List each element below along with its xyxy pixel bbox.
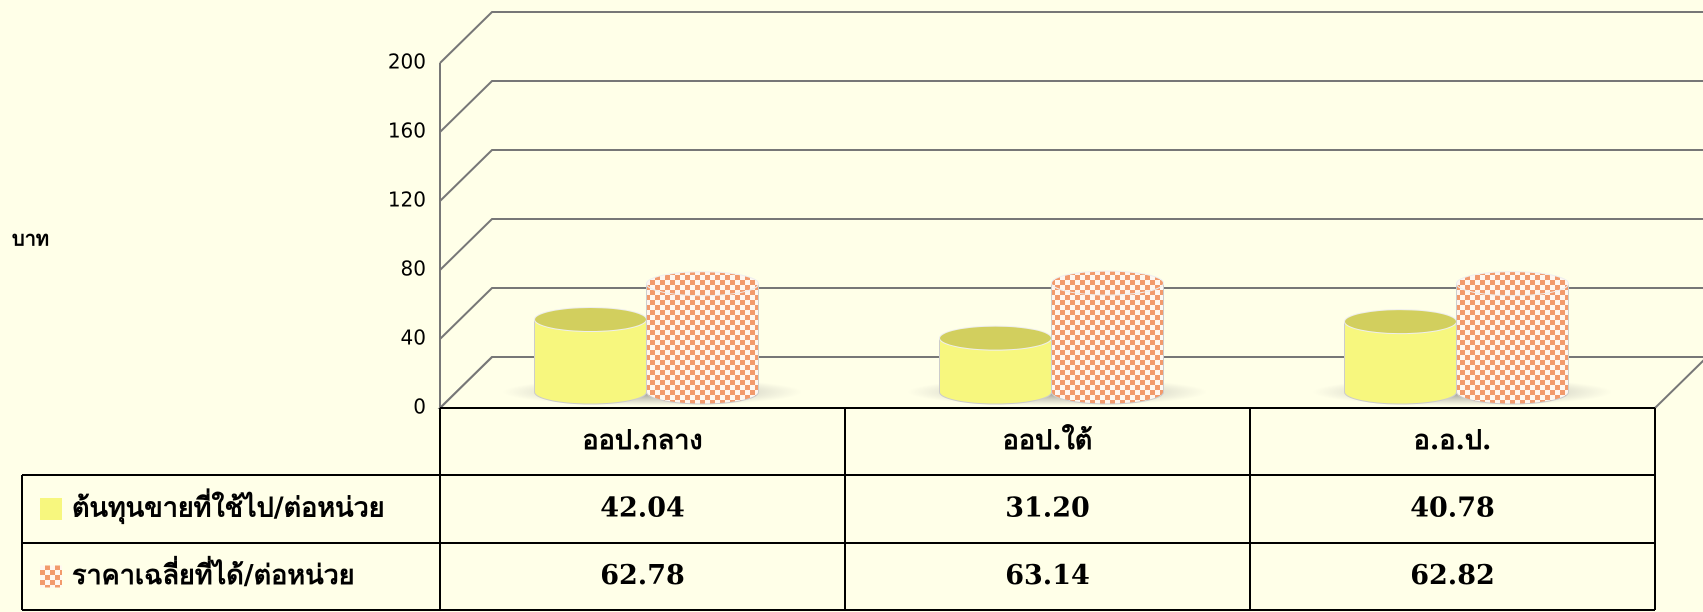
grid-line [439,287,1703,340]
grid-line [439,218,1703,271]
cylinder-body [1456,283,1569,405]
cylinder [939,325,1052,405]
cylinder [1344,309,1457,405]
value-label: 62.82 [1410,560,1495,591]
grid-line [439,149,1703,202]
cylinder [1051,270,1164,405]
cylinder [1456,271,1569,405]
grid-line [439,80,1703,133]
cylinder-body [939,337,1052,405]
cylinder-top [646,271,759,297]
cylinder-top [939,325,1052,351]
value-label: 40.78 [1410,493,1495,524]
legend-swatch [40,498,62,520]
legend-swatch [40,565,62,588]
value-label: 63.14 [1005,560,1090,591]
cylinder-top [1051,270,1164,296]
y-tick-label: 80 [401,257,426,281]
cylinder-top [1344,309,1457,335]
y-axis-label: บาท [12,227,49,251]
y-tick-label: 160 [388,119,426,143]
cylinder-body [1344,321,1457,405]
cylinder [646,271,759,405]
cylinder [534,306,647,405]
x-tick-label: ออป.ใต้ [1003,424,1093,456]
cylinder-body [646,283,759,405]
grid-line [439,11,1703,64]
cylinder-body [1051,282,1164,405]
legend-label: ราคาเฉลี่ยที่ได้/ต่อหน่วย [72,555,355,591]
cylinder-body [534,318,647,405]
y-tick-label: 0 [413,395,426,419]
x-tick-label: ออป.กลาง [582,425,702,456]
y-tick-label: 200 [388,50,426,74]
value-label: 62.78 [600,560,685,591]
y-tick-label: 40 [401,326,426,350]
value-label: 31.20 [1005,493,1090,524]
legend-label: ต้นทุนขายที่ใช้ไป/ต่อหน่วย [72,488,385,525]
y-tick-label: 120 [388,188,426,212]
grid-line [439,356,1703,409]
x-tick-label: อ.อ.ป. [1414,425,1492,456]
value-label: 42.04 [600,493,685,524]
cylinder-top [1456,271,1569,297]
cylinder-top [534,306,647,332]
